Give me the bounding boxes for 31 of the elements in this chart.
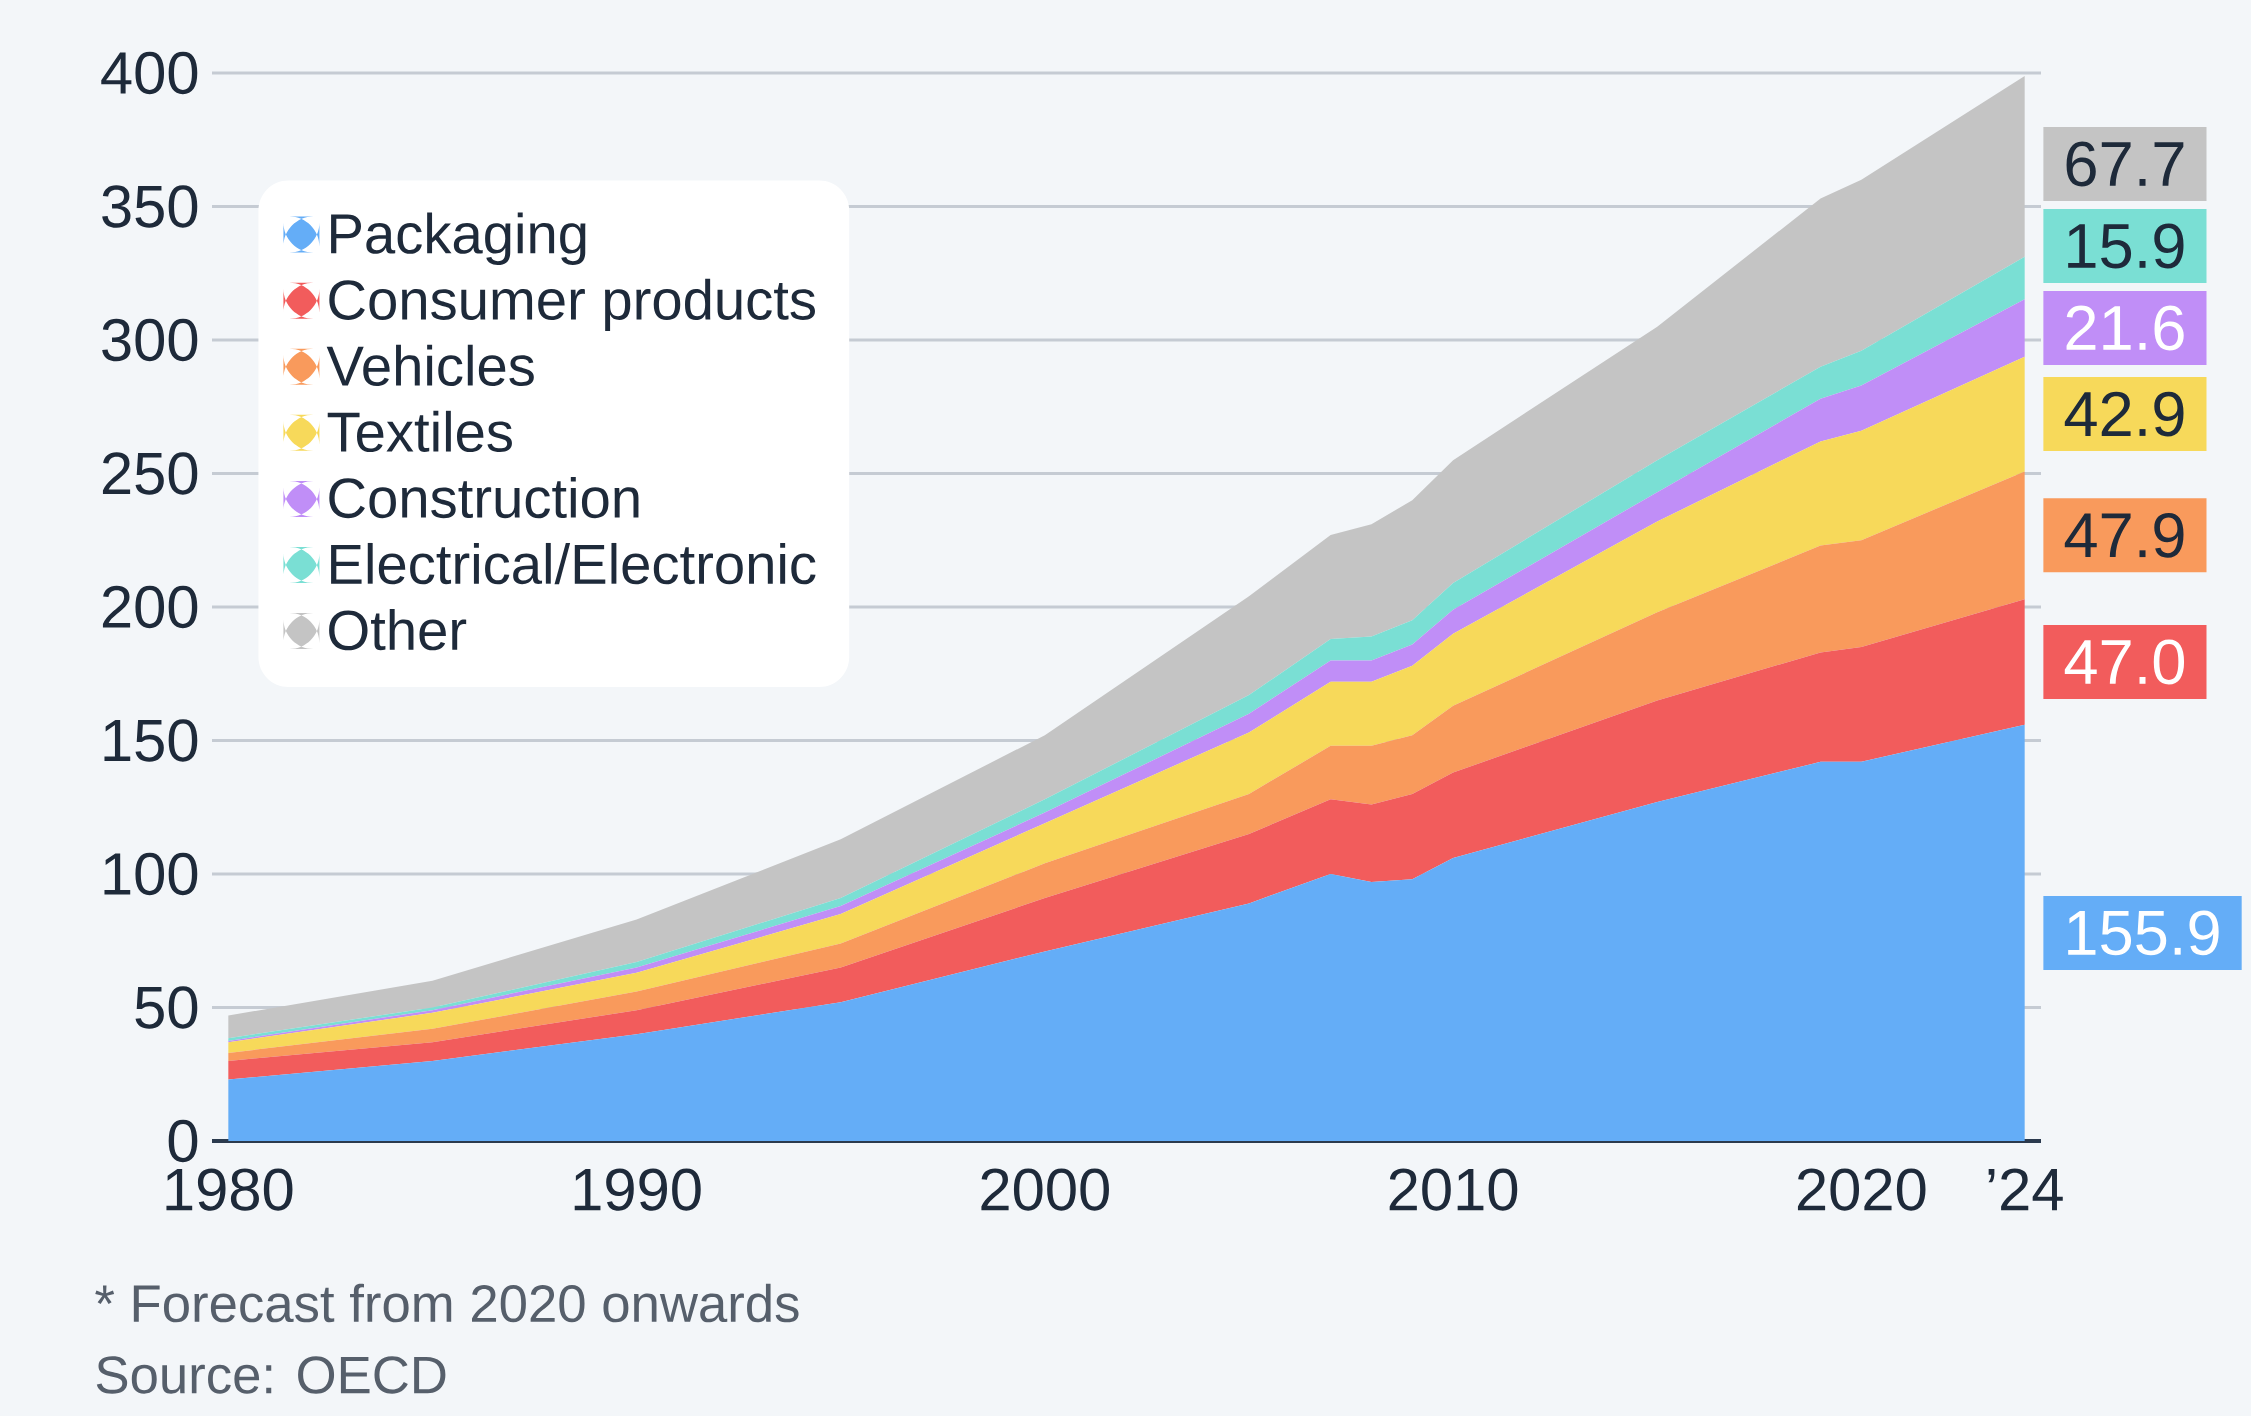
data-label: 67.7: [2066, 141, 2184, 187]
data-label: 42.9: [2064, 391, 2184, 437]
source-note: Source: OECD: [96, 1356, 446, 1394]
legend-label: Consumer products: [329, 278, 815, 332]
x-tick-label: 2010: [1389, 1168, 1518, 1211]
data-label: 15.9: [2068, 223, 2184, 269]
data-label: 47.0: [2064, 639, 2185, 685]
y-tick-label: 300: [102, 318, 198, 362]
data-label: 155.9: [2068, 910, 2219, 956]
y-tick-label: 350: [102, 185, 198, 228]
x-tick-label: ’24: [1988, 1168, 2063, 1211]
y-tick-label: 50: [135, 986, 198, 1029]
legend-label: Construction: [329, 476, 639, 519]
y-tick-label: 250: [102, 452, 198, 495]
y-tick-label: 0: [168, 1119, 198, 1163]
x-tick-label: 1990: [574, 1168, 701, 1211]
x-tick-label: 1980: [166, 1168, 293, 1211]
legend-label: Textiles: [327, 410, 512, 453]
legend-label: Electrical/Electronic: [331, 542, 816, 585]
y-tick-label: 100: [104, 852, 198, 896]
legend-label: Packaging: [331, 212, 586, 265]
data-label: 47.9: [2064, 512, 2184, 558]
x-tick-label: 2000: [981, 1168, 1109, 1211]
y-tick-label: 150: [104, 719, 198, 762]
text: * Forecast from 2020 onwards: [95, 1283, 799, 1323]
legend-label: Other: [329, 609, 467, 651]
y-tick-label: 400: [101, 51, 198, 95]
legend-label: Vehicles: [326, 344, 534, 387]
y-tick-label: 200: [102, 585, 198, 629]
x-tick-label: 2020: [1797, 1168, 1926, 1211]
data-label: 21.6: [2066, 305, 2184, 351]
